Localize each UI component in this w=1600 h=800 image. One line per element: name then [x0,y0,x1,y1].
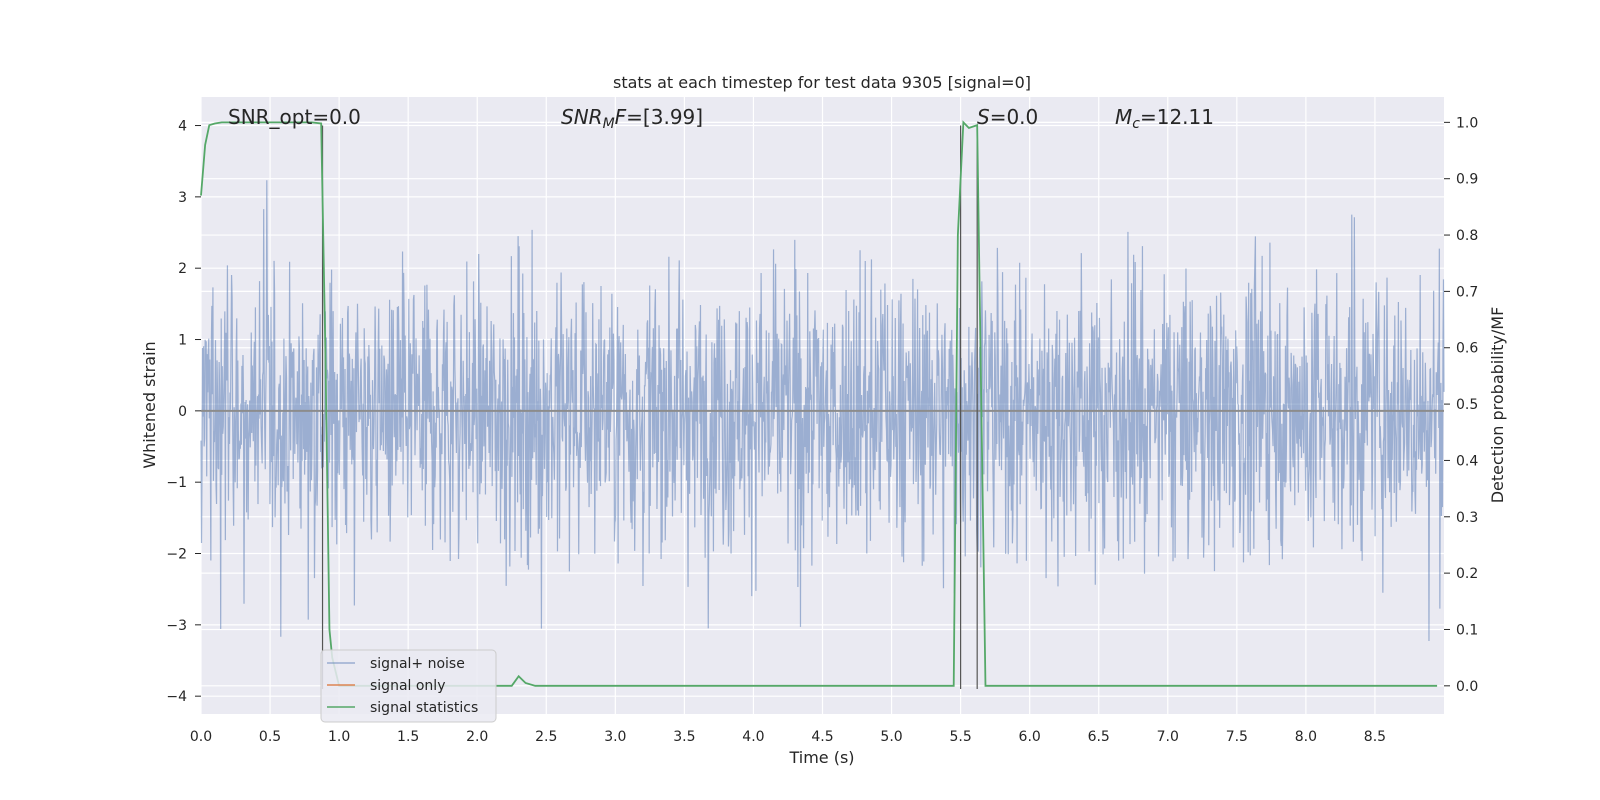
annotation-s-value: =0.0 [990,105,1039,129]
x-axis-ticks: 0.0 0.5 1.0 1.5 2.0 2.5 3.0 3.5 4.0 4.5 5.0 5.5 6.0 6… [190,729,1386,745]
series-signal-statistics [200,120,1438,687]
x-tick-label-12: 6.0 [1019,729,1041,745]
annotation-snr-opt: SNR_opt=0.0 [228,105,361,129]
line-signal-statistics [200,120,1438,687]
y-right-tick-label-10: 0.0 [1456,679,1478,695]
x-tick-label-17: 8.5 [1364,729,1386,745]
x-tick-label-13: 6.5 [1088,729,1110,745]
x-tick-label-10: 5.0 [880,729,902,745]
y-right-tick-label-9: 0.1 [1456,622,1478,638]
y-left-tick-label-4: 0 [178,404,187,420]
annotation-snr-mf-subscript: M [603,116,615,132]
annotation-mc-subscript: c [1132,116,1140,132]
y-right-tick-label-4: 0.6 [1456,341,1478,357]
annotation-mc-value: =12.11 [1140,105,1214,129]
y-left-tick-label-3: 1 [178,333,187,349]
y-left-tick-label-0: 4 [178,119,187,135]
y-left-tick-label-5: −1 [166,475,187,491]
x-tick-label-2: 1.0 [328,729,350,745]
y-right-tick-label-0: 1.0 [1456,115,1478,131]
x-axis-label: Time (s) [788,748,854,767]
y-right-tick-label-2: 0.8 [1456,228,1478,244]
x-tick-label-0: 0.0 [190,729,212,745]
x-tick-label-5: 2.5 [535,729,557,745]
y-right-tick-label-1: 0.9 [1456,172,1478,188]
annotation-s-symbol: S [977,105,990,129]
x-tick-label-14: 7.0 [1157,729,1179,745]
y-left-tick-label-1: 3 [178,190,187,206]
x-tick-label-3: 1.5 [397,729,419,745]
legend: signal+ noise signal only signal statist… [320,649,497,723]
x-tick-label-4: 2.0 [466,729,488,745]
y-right-axis-ticks: 1.0 0.9 0.8 0.7 0.6 0.5 0.4 0.3 0.2 0.1 0.0 [1444,115,1478,695]
x-tick-label-16: 8.0 [1295,729,1317,745]
legend-label-signal-statistics: signal statistics [370,700,478,716]
y-right-tick-label-5: 0.5 [1456,397,1478,413]
annotation-snr-mf: SNRMF=[3.99] [561,105,703,132]
chart-title: stats at each timestep for test data 930… [613,73,1031,92]
y-left-tick-label-6: −2 [166,547,187,563]
x-tick-label-6: 3.0 [604,729,626,745]
legend-label-signal-noise: signal+ noise [370,656,465,672]
x-tick-label-7: 3.5 [673,729,695,745]
x-tick-label-15: 7.5 [1226,729,1248,745]
legend-box [320,649,497,723]
x-tick-label-1: 0.5 [259,729,281,745]
annotation-snr-mf-symbol: SNR [561,105,603,129]
x-tick-label-9: 4.5 [811,729,833,745]
annotation-snr-mf-symbol-2: F [615,105,627,129]
x-tick-label-8: 4.0 [742,729,764,745]
y-right-tick-label-6: 0.4 [1456,453,1478,469]
x-tick-label-11: 5.5 [949,729,971,745]
y-left-axis-label: Whitened strain [140,341,159,468]
series-signal-noise [200,180,1445,641]
annotation-snr-mf-value: =[3.99] [626,105,703,129]
annotation-mc: Mc=12.11 [1115,105,1214,132]
y-right-tick-label-3: 0.7 [1456,284,1478,300]
annotation-s: S=0.0 [977,105,1038,129]
annotation-mc-symbol: M [1115,105,1132,129]
legend-label-signal-only: signal only [370,678,445,694]
y-left-tick-label-8: −4 [166,689,187,705]
y-left-tick-label-7: −3 [166,618,187,634]
y-right-tick-label-7: 0.3 [1456,510,1478,526]
line-signal-noise [200,180,1445,641]
y-left-tick-label-2: 2 [178,261,187,277]
y-left-axis-ticks: 4 3 2 1 0 −1 −2 −3 −4 [166,119,201,705]
y-right-axis-label: Detection probability/MF [1488,307,1507,504]
y-right-tick-label-8: 0.2 [1456,566,1478,582]
